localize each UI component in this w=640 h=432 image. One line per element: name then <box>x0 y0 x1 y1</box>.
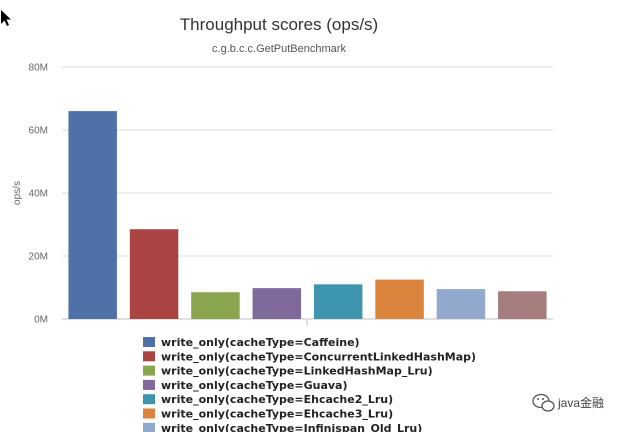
legend-item-label[interactable]: write_only(cacheType=Caffeine) <box>161 336 360 349</box>
y-tick-label: 20M <box>29 252 48 263</box>
watermark-text: java金融 <box>557 395 604 410</box>
legend-item-label[interactable]: write_only(cacheType=Ehcache2_Lru) <box>161 393 393 406</box>
bar-1[interactable] <box>68 111 117 319</box>
bar-5[interactable] <box>313 284 363 319</box>
watermark: java金融 <box>532 393 604 412</box>
legend-item-label[interactable]: write_only(cacheType=Guava) <box>161 379 348 392</box>
y-axis-ticks: 0M 20M 40M 60M 80M <box>29 63 48 326</box>
chart-title: Throughput scores (ops/s) <box>180 15 378 34</box>
bar-4[interactable] <box>252 288 302 319</box>
y-tick-label: 40M <box>29 189 48 200</box>
bar-3[interactable] <box>191 292 240 319</box>
bar-7[interactable] <box>436 289 486 319</box>
legend-item-label[interactable]: write_only(cacheType=LinkedHashMap_Lru) <box>161 365 433 378</box>
legend-swatch <box>143 379 155 390</box>
y-tick-label: 0M <box>34 315 48 326</box>
chart-subtitle: c.g.b.c.c.GetPutBenchmark <box>212 43 346 55</box>
legend-item-label[interactable]: write_only(cacheType=Infinispan_Old_Lru) <box>161 422 422 432</box>
y-tick-label: 80M <box>29 63 48 74</box>
bars <box>68 111 547 319</box>
wechat-icon <box>532 393 555 412</box>
legend: write_only(cacheType=Caffeine)write_only… <box>143 336 476 432</box>
bar-2[interactable] <box>129 229 179 319</box>
mouse-cursor-icon <box>1 10 11 26</box>
legend-swatch <box>143 351 155 362</box>
legend-swatch <box>143 365 155 376</box>
legend-item-label[interactable]: write_only(cacheType=ConcurrentLinkedHas… <box>161 350 476 363</box>
bar-8[interactable] <box>498 291 547 319</box>
legend-swatch <box>143 408 155 419</box>
legend-item-label[interactable]: write_only(cacheType=Ehcache3_Lru) <box>161 408 393 421</box>
legend-swatch <box>143 422 155 432</box>
bar-6[interactable] <box>375 279 424 319</box>
y-axis-label: ops/s <box>12 181 23 205</box>
y-tick-label: 60M <box>29 126 48 137</box>
legend-swatch <box>143 394 155 405</box>
legend-swatch <box>143 337 155 347</box>
